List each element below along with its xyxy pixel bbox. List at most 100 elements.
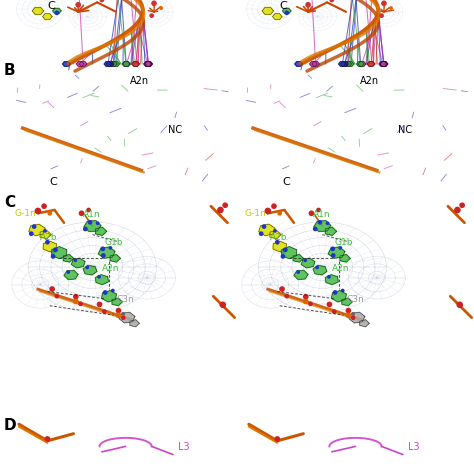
Polygon shape xyxy=(356,62,364,66)
Circle shape xyxy=(222,202,228,208)
Polygon shape xyxy=(273,241,286,252)
Text: C: C xyxy=(280,0,287,11)
Circle shape xyxy=(41,203,47,209)
Circle shape xyxy=(459,202,465,208)
Text: G1b: G1b xyxy=(334,238,353,247)
Circle shape xyxy=(96,221,100,225)
Circle shape xyxy=(273,229,277,233)
Polygon shape xyxy=(32,8,44,14)
Circle shape xyxy=(346,308,351,313)
Polygon shape xyxy=(328,247,345,258)
Circle shape xyxy=(315,265,319,269)
Circle shape xyxy=(101,253,106,258)
Circle shape xyxy=(51,249,55,254)
Text: C: C xyxy=(47,0,55,11)
Polygon shape xyxy=(380,62,387,66)
Polygon shape xyxy=(313,265,327,275)
Circle shape xyxy=(97,301,102,307)
Circle shape xyxy=(116,308,121,313)
Circle shape xyxy=(149,13,154,18)
Circle shape xyxy=(85,265,89,269)
Polygon shape xyxy=(104,62,112,66)
Polygon shape xyxy=(76,62,84,66)
Circle shape xyxy=(351,315,356,320)
Circle shape xyxy=(49,286,55,292)
Circle shape xyxy=(53,247,58,252)
Text: A1n: A1n xyxy=(313,210,330,219)
Circle shape xyxy=(274,436,280,442)
Polygon shape xyxy=(106,62,114,66)
Polygon shape xyxy=(314,221,331,231)
Circle shape xyxy=(88,220,92,225)
Circle shape xyxy=(121,315,126,320)
Circle shape xyxy=(332,309,337,314)
Circle shape xyxy=(73,258,77,262)
Circle shape xyxy=(103,290,108,295)
Circle shape xyxy=(43,229,47,233)
Text: G-1n: G-1n xyxy=(14,209,36,218)
Circle shape xyxy=(159,6,163,10)
Polygon shape xyxy=(325,275,338,284)
Polygon shape xyxy=(259,224,275,236)
Polygon shape xyxy=(380,62,388,66)
Circle shape xyxy=(331,253,336,258)
Polygon shape xyxy=(83,265,97,275)
Polygon shape xyxy=(295,62,302,66)
Circle shape xyxy=(83,227,88,231)
Circle shape xyxy=(296,270,300,274)
Circle shape xyxy=(275,240,280,245)
Circle shape xyxy=(217,207,224,213)
Circle shape xyxy=(341,289,345,292)
Polygon shape xyxy=(122,62,130,66)
Polygon shape xyxy=(64,270,78,280)
Text: A2n: A2n xyxy=(102,264,119,273)
Circle shape xyxy=(78,301,83,306)
Polygon shape xyxy=(380,62,388,66)
Circle shape xyxy=(309,210,314,216)
Circle shape xyxy=(305,2,311,8)
Polygon shape xyxy=(112,298,122,306)
Text: G-1n: G-1n xyxy=(244,209,266,218)
Polygon shape xyxy=(358,62,366,66)
Circle shape xyxy=(381,0,387,6)
Polygon shape xyxy=(95,227,107,236)
Circle shape xyxy=(73,294,79,300)
Polygon shape xyxy=(145,62,152,66)
Polygon shape xyxy=(43,14,52,19)
Text: NC: NC xyxy=(168,125,182,135)
Circle shape xyxy=(45,436,50,442)
Circle shape xyxy=(277,211,282,216)
Polygon shape xyxy=(340,255,350,262)
Circle shape xyxy=(45,240,50,245)
Circle shape xyxy=(111,289,115,292)
Circle shape xyxy=(308,301,313,306)
Circle shape xyxy=(55,294,59,299)
Circle shape xyxy=(271,203,277,209)
Polygon shape xyxy=(338,62,346,66)
Circle shape xyxy=(326,221,329,225)
Text: NC: NC xyxy=(398,125,412,135)
Polygon shape xyxy=(379,62,386,66)
Circle shape xyxy=(262,224,266,229)
Circle shape xyxy=(303,258,307,262)
Circle shape xyxy=(116,312,121,318)
Circle shape xyxy=(109,246,112,250)
Circle shape xyxy=(100,246,105,251)
Circle shape xyxy=(389,6,393,10)
Polygon shape xyxy=(273,14,282,19)
Circle shape xyxy=(264,208,271,214)
Polygon shape xyxy=(43,241,56,252)
Circle shape xyxy=(456,301,463,308)
Circle shape xyxy=(66,270,70,274)
Circle shape xyxy=(73,299,79,304)
Circle shape xyxy=(279,286,285,292)
Circle shape xyxy=(329,0,334,2)
Circle shape xyxy=(316,208,321,212)
Polygon shape xyxy=(63,62,70,66)
Polygon shape xyxy=(98,247,115,258)
Polygon shape xyxy=(95,275,109,284)
Circle shape xyxy=(379,13,384,18)
Text: A2n: A2n xyxy=(130,75,149,86)
Circle shape xyxy=(97,275,101,279)
Polygon shape xyxy=(342,298,352,306)
